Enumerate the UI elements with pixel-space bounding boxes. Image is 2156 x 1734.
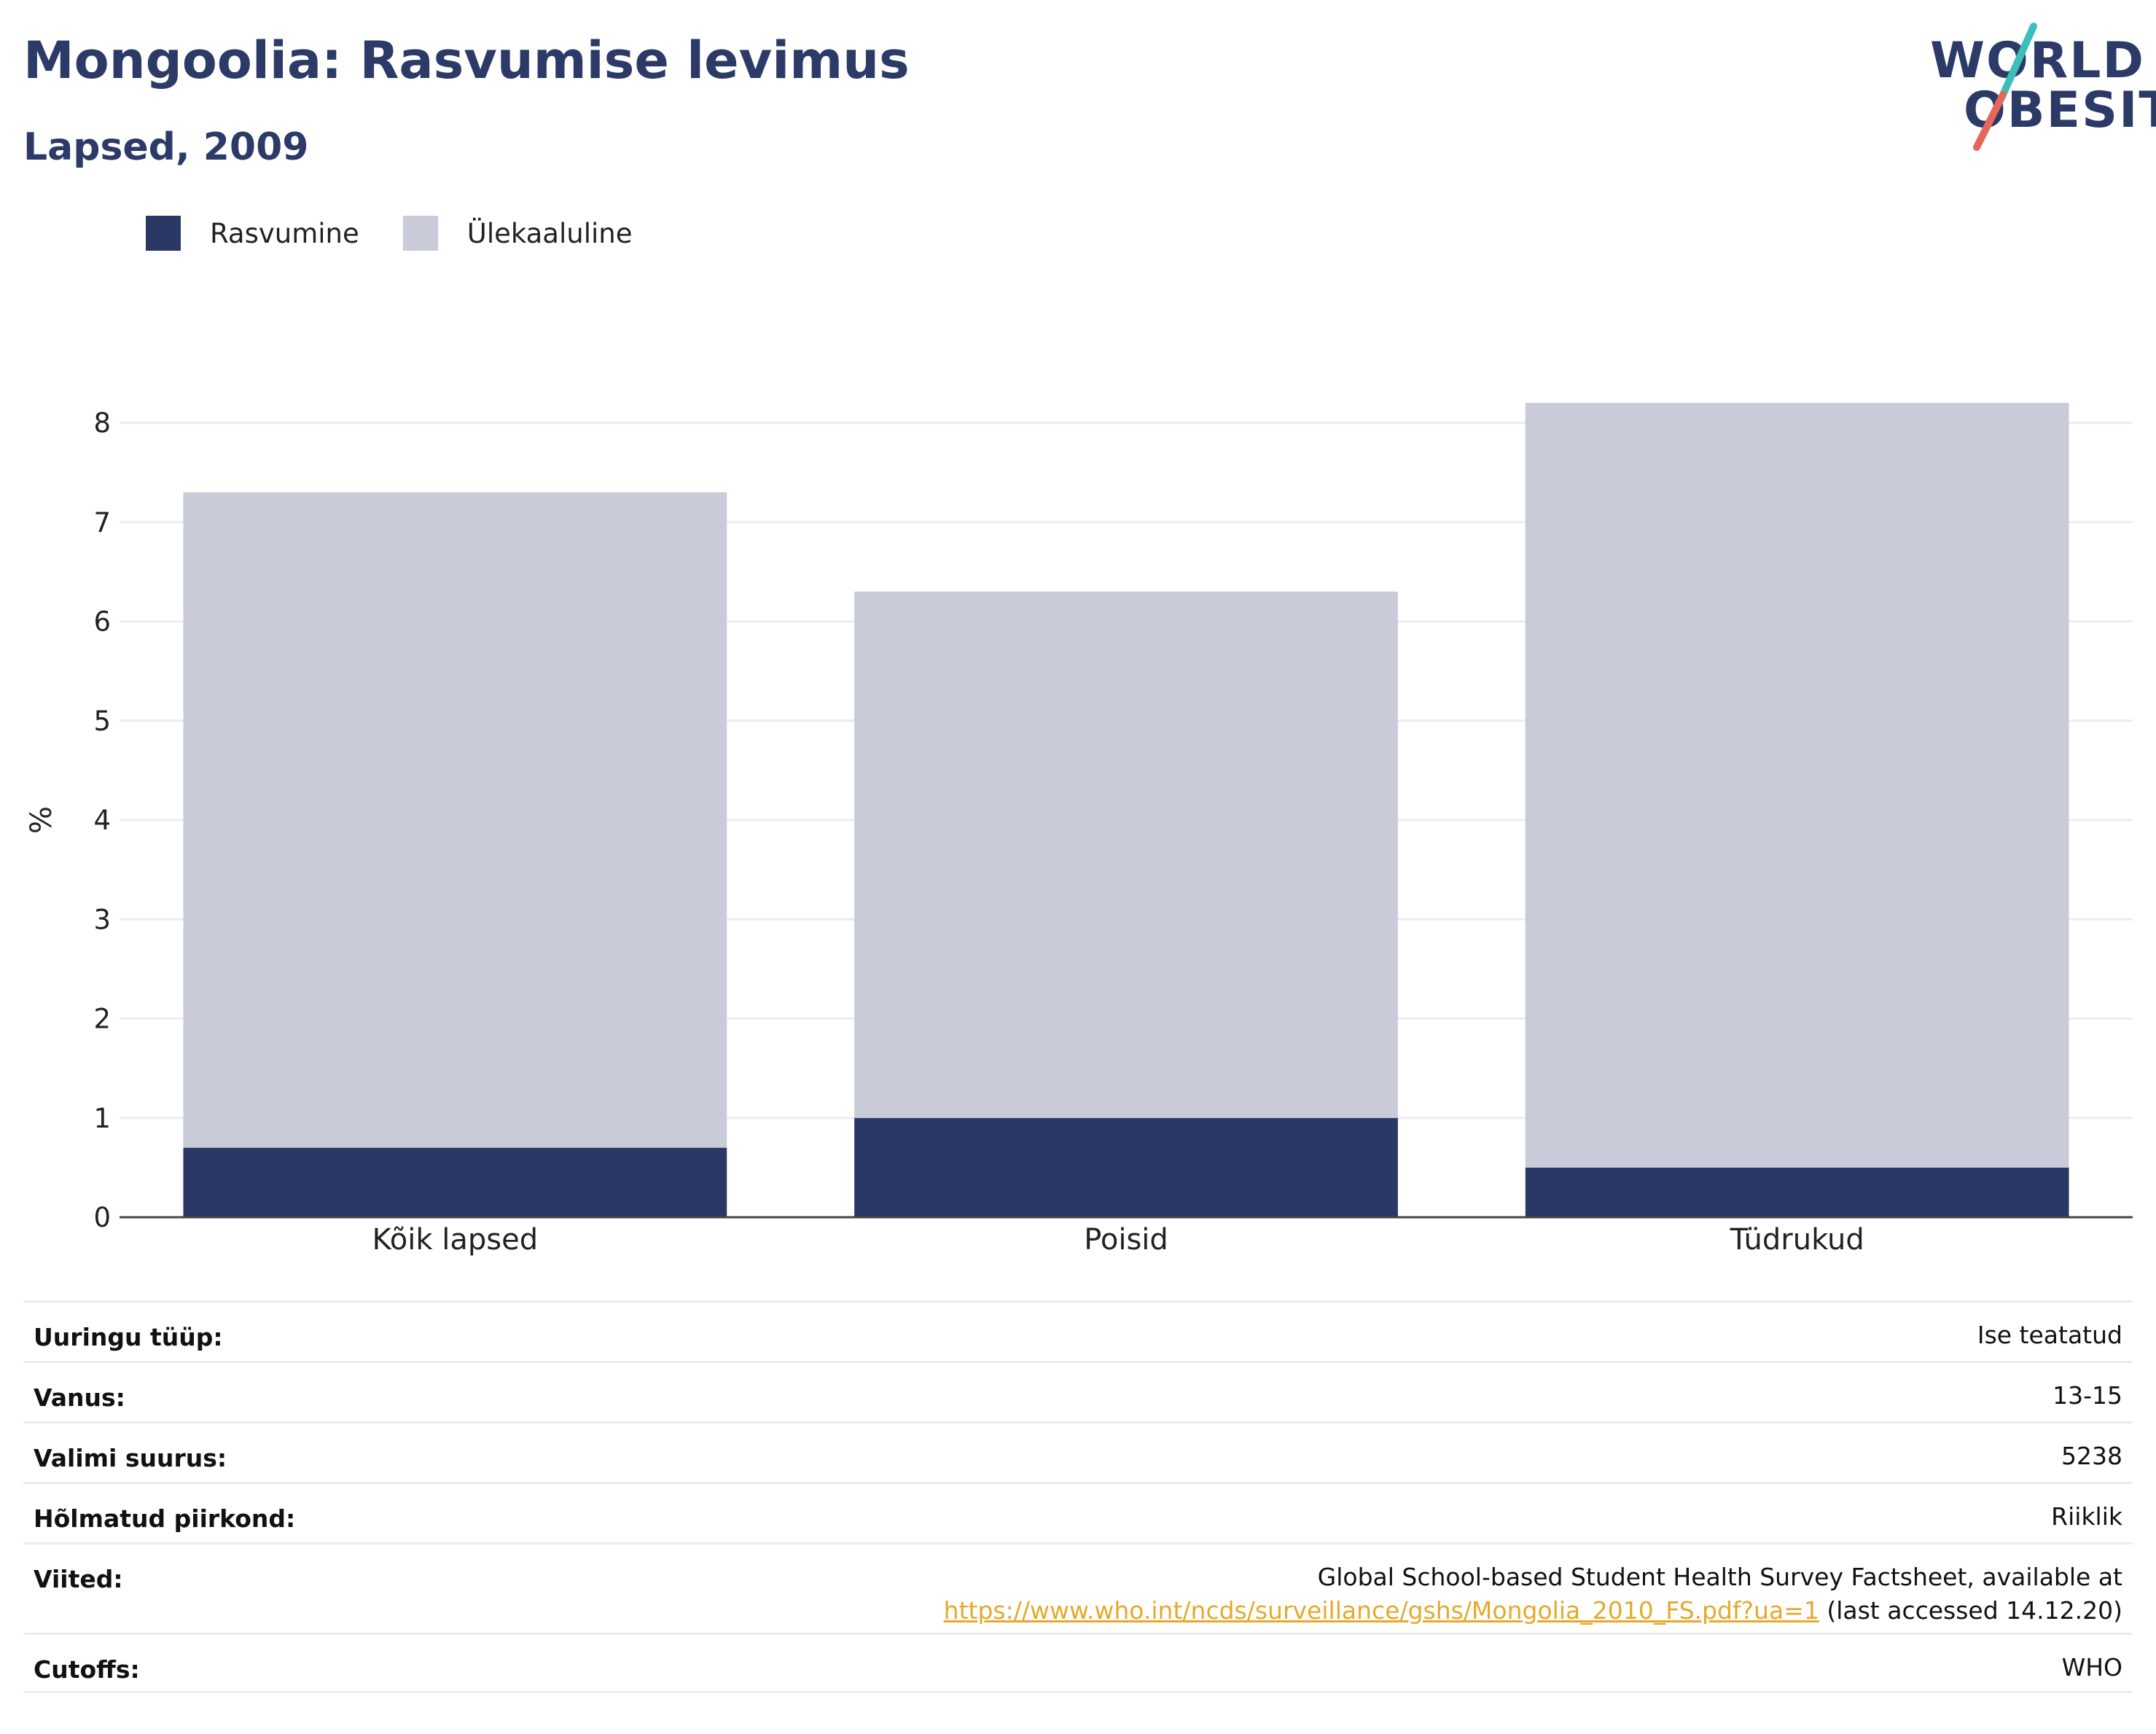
chart-subtitle: Lapsed, 2009 [23, 125, 309, 169]
y-tick-label: 2 [93, 1004, 111, 1035]
reference-link[interactable]: https://www.who.int/ncds/surveillance/gs… [943, 1596, 1819, 1625]
x-tick-label: Poisid [1084, 1223, 1168, 1257]
metadata-table: Uuringu tüüp: Ise teatatud Vanus: 13-15 … [23, 1300, 2133, 1693]
meta-row-area-covered: Hõlmatud piirkond: Riiklik [23, 1482, 2133, 1542]
x-tick-label: Tüdrukud [1730, 1223, 1864, 1257]
legend-item-overweight[interactable]: Ülekaaluline [402, 216, 633, 251]
x-tick-label: Kõik lapsed [372, 1223, 539, 1257]
y-tick-label: 4 [93, 805, 111, 836]
meta-row-sample-size: Valimi suurus: 5238 [23, 1421, 2133, 1482]
bar-ülekaaluline-0 [183, 492, 727, 1148]
legend-label-overweight: Ülekaaluline [466, 217, 633, 249]
meta-key: Hõlmatud piirkond: [34, 1504, 296, 1533]
meta-value: 5238 [2061, 1442, 2122, 1470]
y-tick-label: 3 [93, 904, 111, 935]
reference-text: Global School-based Student Health Surve… [1317, 1563, 2122, 1591]
logo-slash-icon [1973, 23, 2037, 151]
y-tick-label: 7 [93, 507, 111, 538]
meta-value: Global School-based Student Health Surve… [944, 1561, 2122, 1628]
reference-accessed-note: (last accessed 14.12.20) [1819, 1596, 2122, 1625]
meta-key: Viited: [34, 1565, 123, 1593]
bar-ülekaaluline-1 [854, 591, 1398, 1118]
y-tick-label: 6 [93, 606, 111, 638]
legend-swatch-overweight [402, 216, 438, 251]
bar-rasvumine-2 [1525, 1167, 2069, 1217]
legend-label-obesity: Rasvumine [210, 217, 359, 249]
meta-row-cutoffs: Cutoffs: WHO [23, 1633, 2133, 1693]
y-tick-label: 8 [93, 407, 111, 439]
meta-value: WHO [2061, 1653, 2122, 1682]
y-tick-label: 0 [93, 1202, 111, 1233]
meta-row-survey-type: Uuringu tüüp: Ise teatatud [23, 1300, 2133, 1361]
meta-key: Valimi suurus: [34, 1444, 227, 1472]
meta-value: Riiklik [2051, 1502, 2122, 1531]
legend-swatch-obesity [146, 216, 181, 251]
chart-legend: Rasvumine Ülekaaluline [146, 216, 676, 251]
bar-rasvumine-1 [854, 1117, 1398, 1217]
y-tick-label: 5 [93, 706, 111, 737]
world-obesity-logo: WORLD OBESITY [1923, 22, 2156, 153]
meta-key: Cutoffs: [34, 1655, 140, 1684]
legend-item-obesity[interactable]: Rasvumine [146, 216, 359, 251]
meta-row-references: Viited: Global School-based Student Heal… [23, 1542, 2133, 1633]
meta-row-age: Vanus: 13-15 [23, 1361, 2133, 1421]
bar-rasvumine-0 [183, 1147, 727, 1217]
meta-value: Ise teatatud [1977, 1321, 2122, 1349]
logo-text-line1: WORLD [1930, 32, 2145, 90]
chart-title: Mongoolia: Rasvumise levimus [23, 31, 910, 90]
bar-chart: 0 1 2 3 4 5 6 7 8% Kõik lapsed Poisid Tüdrukud [25, 402, 2133, 1257]
meta-key: Vanus: [34, 1383, 125, 1412]
meta-value: 13-15 [2053, 1381, 2122, 1410]
bar-ülekaaluline-2 [1525, 402, 2069, 1168]
y-tick-label: 1 [93, 1103, 111, 1134]
y-axis-label: % [25, 806, 58, 834]
meta-key: Uuringu tüüp: [34, 1323, 223, 1351]
